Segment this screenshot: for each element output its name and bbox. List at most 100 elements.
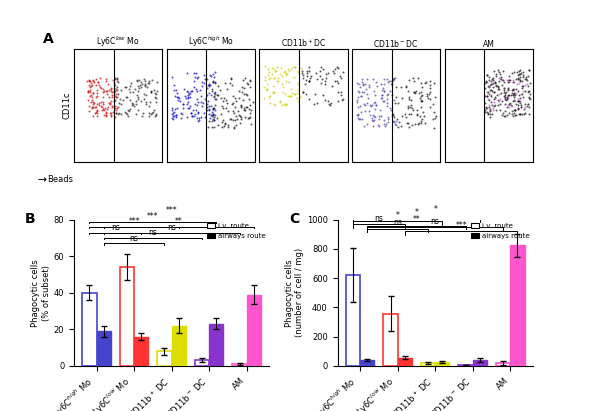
Point	[241, 91, 250, 97]
Point	[186, 88, 196, 95]
Point	[209, 94, 218, 100]
Point	[226, 115, 235, 122]
Point	[110, 113, 120, 120]
Point	[316, 64, 326, 71]
Text: ←: ←	[37, 172, 46, 182]
Point	[391, 83, 401, 90]
Point	[494, 86, 504, 92]
Point	[145, 99, 155, 105]
Point	[210, 96, 220, 102]
Point	[85, 78, 94, 85]
Point	[220, 123, 229, 129]
Point	[397, 95, 406, 101]
Point	[520, 101, 530, 107]
Point	[208, 71, 218, 78]
Point	[126, 89, 135, 95]
Point	[503, 94, 513, 101]
Point	[369, 117, 379, 123]
Point	[282, 78, 291, 84]
Point	[89, 90, 98, 96]
Point	[310, 101, 319, 108]
Point	[123, 113, 133, 120]
Point	[504, 72, 514, 79]
Point	[111, 103, 120, 110]
Point	[201, 96, 210, 102]
Point	[488, 105, 498, 112]
Point	[192, 88, 202, 95]
Point	[246, 120, 255, 127]
Point	[294, 97, 303, 104]
Point	[368, 116, 377, 123]
Point	[360, 81, 369, 88]
Point	[300, 81, 310, 88]
Point	[150, 112, 160, 119]
Point	[513, 72, 523, 79]
Point	[356, 84, 365, 90]
Point	[194, 117, 204, 124]
Point	[206, 102, 215, 109]
Point	[485, 106, 495, 112]
Point	[207, 88, 217, 94]
Point	[412, 107, 422, 113]
Point	[108, 77, 118, 84]
Point	[85, 108, 94, 114]
Point	[275, 99, 284, 106]
Point	[88, 101, 98, 107]
Point	[291, 64, 300, 71]
Point	[93, 107, 102, 114]
Point	[517, 111, 527, 117]
Point	[168, 74, 177, 81]
Point	[213, 114, 222, 121]
Point	[170, 93, 179, 99]
Point	[125, 106, 134, 112]
Point	[510, 97, 519, 104]
Point	[514, 71, 524, 77]
Point	[204, 81, 213, 88]
Point	[377, 92, 387, 98]
Point	[378, 87, 387, 94]
Point	[274, 75, 283, 81]
Point	[265, 99, 275, 106]
Point	[297, 70, 306, 76]
Point	[88, 104, 97, 111]
Point	[361, 108, 370, 114]
Point	[262, 86, 271, 92]
Point	[498, 76, 508, 83]
Point	[485, 113, 494, 120]
Point	[481, 79, 491, 85]
Point	[336, 74, 345, 81]
Point	[371, 102, 381, 108]
Point	[379, 88, 388, 94]
Point	[493, 97, 503, 104]
Point	[366, 103, 376, 110]
Y-axis label: CD11c: CD11c	[62, 92, 71, 119]
Point	[132, 98, 141, 105]
Point	[220, 120, 230, 126]
Point	[128, 101, 138, 107]
Point	[178, 101, 188, 107]
Point	[497, 98, 506, 104]
Point	[83, 88, 93, 95]
Point	[287, 90, 297, 96]
Point	[152, 91, 161, 97]
Point	[484, 77, 494, 83]
Point	[429, 79, 438, 86]
Point	[170, 81, 179, 88]
Point	[500, 113, 509, 120]
Point	[388, 76, 398, 83]
Point	[484, 104, 494, 111]
Point	[110, 74, 120, 81]
Point	[510, 89, 519, 96]
Point	[353, 112, 363, 118]
Point	[182, 113, 191, 120]
Point	[320, 77, 330, 84]
Point	[131, 111, 141, 117]
Point	[304, 78, 314, 84]
Point	[236, 103, 246, 109]
Point	[491, 83, 500, 89]
Point	[276, 65, 285, 72]
Point	[508, 98, 517, 104]
Point	[480, 100, 490, 107]
Point	[520, 110, 530, 116]
Point	[503, 93, 513, 99]
